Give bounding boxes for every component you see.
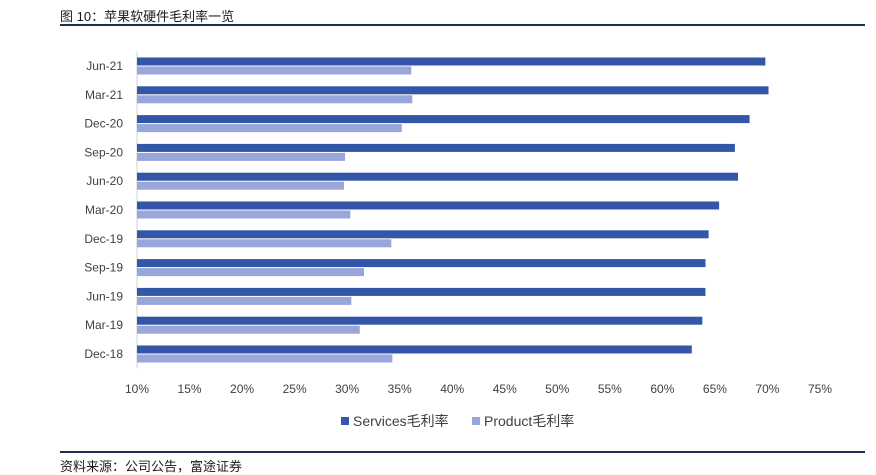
x-tick-labels: 10% 15% 20% 25% 30% 35% 40% 45% 50% 55% 60% 65% 70% 7… (125, 382, 832, 396)
legend-label-services: Services毛利率 (353, 413, 449, 429)
x-tick-label: 45% (493, 382, 517, 396)
category-label: Sep-20 (84, 145, 123, 159)
legend-label-product: Product毛利率 (484, 413, 574, 429)
product-bar (137, 210, 351, 219)
services-bar (137, 172, 739, 181)
product-bar (137, 152, 346, 161)
product-bar (137, 66, 412, 75)
x-tick-label: 35% (388, 382, 412, 396)
category-label: Sep-19 (84, 261, 123, 275)
product-bar (137, 268, 364, 277)
x-tick-label: 25% (283, 382, 307, 396)
legend-swatch-services (341, 417, 349, 425)
category-label: Jun-21 (86, 59, 123, 73)
category-label: Dec-19 (84, 232, 123, 246)
category-labels: Jun-21 Mar-21 Dec-20 Sep-20 Jun-20 Mar-20 Dec-… (84, 59, 123, 361)
category-label: Jun-19 (86, 289, 123, 303)
x-tick-label: 15% (178, 382, 202, 396)
product-bar (137, 181, 345, 190)
category-label: Mar-21 (85, 88, 123, 102)
services-bar (137, 287, 706, 296)
x-tick-label: 65% (703, 382, 727, 396)
services-bar (137, 230, 709, 239)
x-tick-label: 60% (650, 382, 674, 396)
x-tick-label: 20% (230, 382, 254, 396)
product-bar (137, 354, 393, 363)
bars (137, 57, 769, 363)
category-label: Mar-20 (85, 203, 123, 217)
category-label: Dec-18 (84, 347, 123, 361)
product-bar (137, 239, 392, 248)
x-tick-label: 70% (755, 382, 779, 396)
services-bar (137, 86, 769, 95)
x-tick-label: 75% (808, 382, 832, 396)
product-bar (137, 296, 352, 305)
services-bar (137, 143, 735, 152)
x-tick-label: 10% (125, 382, 149, 396)
x-tick-label: 55% (598, 382, 622, 396)
legend-swatch-product (472, 417, 480, 425)
services-bar (137, 345, 692, 354)
category-label: Dec-20 (84, 117, 123, 131)
figure-title: 图 10：苹果软硬件毛利率一览 (60, 9, 235, 24)
services-bar (137, 115, 750, 124)
footer-rule (60, 451, 865, 453)
title-rule (60, 24, 865, 26)
x-tick-label: 50% (545, 382, 569, 396)
services-bar (137, 57, 766, 66)
x-tick-label: 40% (440, 382, 464, 396)
product-bar (137, 95, 413, 104)
x-tick-label: 30% (335, 382, 359, 396)
services-bar (137, 259, 706, 268)
category-label: Mar-19 (85, 318, 123, 332)
services-bar (137, 201, 720, 210)
services-bar (137, 316, 703, 325)
category-label: Jun-20 (86, 174, 123, 188)
legend: Services毛利率 Product毛利率 (341, 413, 574, 429)
product-bar (137, 325, 360, 334)
source-note: 资料来源：公司公告，富途证券 (60, 459, 243, 474)
product-bar (137, 124, 402, 133)
